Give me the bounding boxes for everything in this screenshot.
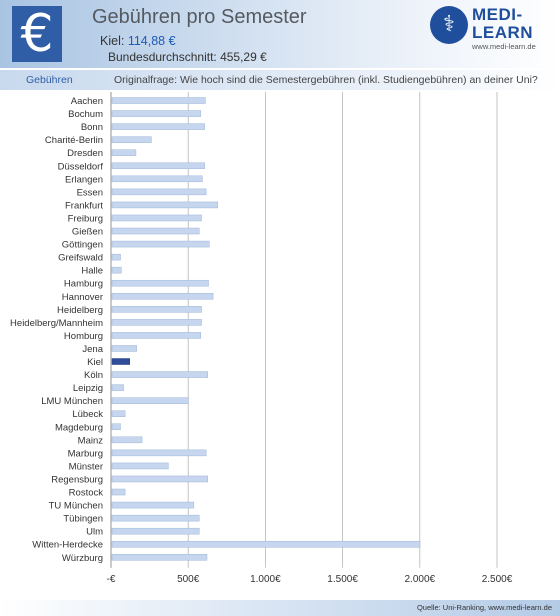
category-label: Greifswald bbox=[58, 253, 103, 264]
bar bbox=[111, 201, 219, 209]
bar bbox=[111, 514, 200, 522]
bar bbox=[111, 397, 189, 404]
category-label: Erlangen bbox=[65, 174, 103, 185]
bar bbox=[111, 253, 121, 261]
category-label: Hannover bbox=[62, 292, 103, 303]
category-label: Gießen bbox=[72, 227, 103, 238]
bar bbox=[111, 136, 152, 143]
bar bbox=[111, 449, 207, 457]
bar bbox=[111, 293, 214, 300]
kiel-value: 114,88 € bbox=[127, 34, 176, 48]
bar bbox=[111, 371, 208, 378]
bar bbox=[111, 423, 121, 431]
bar bbox=[111, 175, 203, 183]
bar bbox=[111, 501, 195, 509]
category-label: Münster bbox=[69, 461, 103, 472]
medi-learn-logo: ⚕ MEDI- LEARN www.medi-learn.de bbox=[430, 5, 552, 53]
category-label: Lübeck bbox=[72, 409, 103, 420]
bar bbox=[111, 554, 208, 561]
bar bbox=[111, 475, 208, 483]
bar bbox=[111, 123, 205, 130]
bar bbox=[111, 149, 137, 156]
category-label: Tübingen bbox=[63, 514, 103, 525]
question-text: Originalfrage: Wie hoch sind die Semeste… bbox=[114, 74, 538, 86]
category-label: Homburg bbox=[64, 331, 103, 342]
average-label: Bundesdurchschnitt: bbox=[108, 50, 217, 64]
category-label: Ulm bbox=[86, 527, 103, 538]
category-label: Essen bbox=[77, 187, 103, 198]
category-label: Kiel bbox=[87, 357, 103, 368]
euro-symbol: € bbox=[20, 4, 54, 64]
bar bbox=[111, 358, 131, 365]
bar bbox=[111, 488, 126, 496]
category-label: Mainz bbox=[78, 435, 104, 446]
caduceus-icon: ⚕ bbox=[430, 6, 468, 44]
category-label: Marburg bbox=[68, 448, 103, 459]
bar bbox=[111, 279, 209, 287]
bar bbox=[111, 162, 205, 170]
category-label: Düsseldorf bbox=[58, 161, 104, 172]
category-label: Bonn bbox=[81, 122, 103, 133]
bar bbox=[111, 527, 200, 535]
x-tick-label: 2.500€ bbox=[482, 574, 513, 585]
footer-bar: Quelle: Uni-Ranking, www.medi-learn.de bbox=[0, 600, 560, 616]
logo-text-line1: MEDI- bbox=[472, 5, 523, 24]
bar bbox=[111, 384, 124, 391]
average-value: 455,29 € bbox=[220, 50, 267, 64]
category-label: Regensburg bbox=[51, 474, 103, 485]
x-tick-label: -€ bbox=[107, 574, 116, 585]
category-label: TU München bbox=[49, 501, 103, 512]
bar bbox=[111, 214, 202, 222]
bar bbox=[111, 332, 202, 339]
category-label: Göttingen bbox=[62, 240, 103, 251]
euro-icon: € bbox=[12, 6, 62, 62]
bar bbox=[111, 462, 169, 470]
bar bbox=[111, 227, 200, 235]
category-label: Bochum bbox=[68, 109, 103, 120]
kiel-label: Kiel: bbox=[100, 34, 125, 48]
bar bbox=[111, 540, 421, 548]
bar bbox=[111, 436, 143, 444]
bar bbox=[111, 306, 202, 313]
x-tick-label: 1.500€ bbox=[327, 574, 358, 585]
bar bbox=[111, 410, 126, 417]
category-label: Magdeburg bbox=[55, 422, 103, 433]
category-label: Freiburg bbox=[68, 213, 103, 224]
category-label: Witten-Herdecke bbox=[32, 540, 103, 551]
category-label: Rostock bbox=[69, 488, 104, 499]
bar-chart: Aachen Bochum Bonn Charité-Berlin Dresden Düs… bbox=[10, 92, 513, 585]
category-label: Aachen bbox=[71, 96, 103, 107]
category-label: Gebühren bbox=[26, 74, 73, 86]
bar bbox=[111, 266, 122, 274]
category-label: Heidelberg bbox=[57, 305, 103, 316]
category-label: Jena bbox=[82, 344, 103, 355]
kiel-value-line: Kiel: 114,88 € bbox=[100, 34, 176, 48]
x-tick-label: 500€ bbox=[177, 574, 200, 585]
x-tick-label: 1.000€ bbox=[250, 574, 281, 585]
page-title: Gebühren pro Semester bbox=[92, 6, 307, 28]
category-label: Charité-Berlin bbox=[45, 135, 103, 146]
bar bbox=[111, 110, 202, 117]
average-line: Bundesdurchschnitt: 455,29 € bbox=[108, 50, 267, 64]
source-note: Quelle: Uni-Ranking, www.medi-learn.de bbox=[416, 603, 552, 612]
x-tick-label: 2.000€ bbox=[405, 574, 436, 585]
logo-text-line2: LEARN bbox=[472, 23, 534, 42]
subheader-bar: Gebühren Originalfrage: Wie hoch sind di… bbox=[0, 70, 560, 90]
category-label: Würzburg bbox=[62, 553, 103, 564]
category-label: Hamburg bbox=[64, 279, 103, 290]
category-label: Frankfurt bbox=[65, 200, 103, 211]
category-label: Heidelberg/Mannheim bbox=[10, 318, 103, 329]
category-label: LMU München bbox=[41, 396, 103, 407]
header-banner: € Gebühren pro Semester Kiel: 114,88 € B… bbox=[0, 0, 560, 68]
bar bbox=[111, 319, 202, 326]
bar bbox=[111, 97, 206, 104]
bar bbox=[111, 240, 210, 248]
logo-url: www.medi-learn.de bbox=[472, 42, 536, 51]
category-label: Leipzig bbox=[73, 383, 103, 394]
category-label: Dresden bbox=[67, 148, 103, 159]
bar bbox=[111, 345, 137, 352]
category-label: Halle bbox=[81, 266, 103, 277]
category-label: Köln bbox=[84, 370, 103, 381]
bar bbox=[111, 188, 207, 196]
